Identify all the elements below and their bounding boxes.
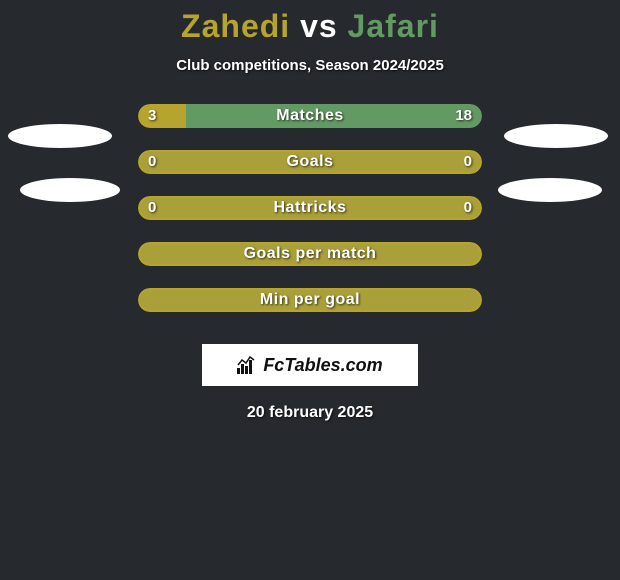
stat-value-right: 0 [464,150,472,174]
stat-bar [138,196,482,220]
bar-empty [138,288,482,312]
stat-row: Goals per match [0,242,620,288]
date-text: 20 february 2025 [0,404,620,422]
stat-bar [138,288,482,312]
stat-row: Hattricks00 [0,196,620,242]
logo-text: FcTables.com [263,355,382,376]
bar-fill-right [186,104,482,128]
bar-empty [138,242,482,266]
logo-badge: FcTables.com [202,344,418,386]
player1-name: Zahedi [181,8,290,44]
stat-bar [138,104,482,128]
stat-bar [138,242,482,266]
stat-value-right: 18 [455,104,472,128]
stat-value-left: 0 [148,196,156,220]
chart-icon [237,356,259,374]
vs-text: vs [290,8,347,44]
decorative-ellipse [8,124,112,148]
stat-value-left: 0 [148,150,156,174]
stat-value-left: 3 [148,104,156,128]
decorative-ellipse [20,178,120,202]
player2-name: Jafari [348,8,439,44]
decorative-ellipse [504,124,608,148]
subtitle: Club competitions, Season 2024/2025 [0,57,620,74]
page-title: Zahedi vs Jafari [0,8,620,45]
decorative-ellipse [498,178,602,202]
stat-value-right: 0 [464,196,472,220]
bar-empty [138,150,482,174]
bar-empty [138,196,482,220]
stat-row: Min per goal [0,288,620,334]
stat-bar [138,150,482,174]
logo: FcTables.com [237,355,382,376]
bar-fill-left [138,104,186,128]
comparison-card: Zahedi vs Jafari Club competitions, Seas… [0,0,620,422]
